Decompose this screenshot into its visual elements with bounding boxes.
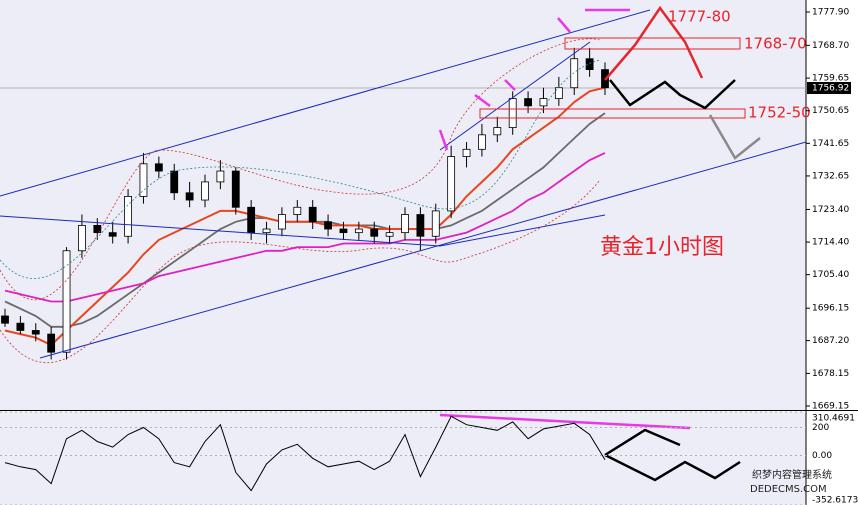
arrow-path (604, 428, 681, 457)
y2-tick-label: 200 (812, 423, 829, 433)
candle-body (370, 228, 379, 237)
candle-body (185, 192, 194, 201)
candle-body (324, 221, 332, 230)
candle-body (416, 214, 425, 237)
arrow-path (557, 17, 571, 33)
candle-body (1, 315, 9, 324)
candle-body (493, 127, 502, 136)
y2-tick-label: -352.6173 (812, 496, 858, 505)
candle-body (554, 87, 563, 99)
candle-body (247, 206, 256, 234)
oscillator-panel (0, 412, 806, 505)
y-tick-label: 1678.15 (812, 369, 849, 379)
channel (0, 9, 807, 359)
price-tag-label: 1756.92 (812, 84, 849, 94)
candle-body (339, 228, 348, 234)
y2-tick-label: 310.4691 (812, 414, 855, 424)
y2-tick-label: 0.00 (812, 451, 832, 461)
candle-body (401, 214, 409, 234)
moving-average (4, 86, 606, 347)
arrow-path (708, 114, 761, 160)
channel-lower (39, 141, 807, 359)
forecast-arrows (438, 5, 761, 482)
annotation: 1777-80 (668, 8, 731, 26)
candle-body (508, 98, 517, 128)
price-layer (0, 47, 806, 360)
y-tick-label: 1723.40 (812, 205, 849, 215)
candle-body (231, 170, 240, 208)
y-tick-label: 1669.15 (812, 402, 849, 412)
price-panel (0, 0, 806, 410)
candle-body (47, 333, 56, 353)
y-tick-label: 1768.70 (812, 41, 849, 51)
y-tick-label: 1714.40 (812, 238, 849, 248)
candle-body (16, 322, 25, 331)
candle-body (570, 58, 579, 89)
trend-line (439, 214, 606, 247)
arrow-path (609, 79, 736, 110)
arrow-path (604, 453, 741, 482)
channel-upper (0, 9, 651, 197)
candle-body (354, 228, 363, 234)
y-tick-label: 1705.40 (812, 270, 849, 280)
arrow-path (438, 129, 449, 151)
candle-body (170, 170, 179, 194)
moving-average (4, 152, 606, 303)
y-tick-label: 1687.20 (812, 336, 849, 346)
candle-body (524, 98, 532, 107)
chart-title: 黄金1小时图 (600, 235, 724, 260)
candle-body (216, 170, 225, 183)
bands (0, 38, 601, 364)
watermark: DEDECMS.COM (750, 484, 827, 495)
candle-body (78, 224, 86, 252)
candle-body (262, 228, 271, 234)
candle-body (31, 330, 40, 335)
zone-box (479, 108, 746, 119)
watermark: 织梦内容管理系统 (752, 468, 832, 481)
oscillator-line (4, 415, 606, 492)
y-tick-label: 1750.65 (812, 106, 849, 116)
y-tick-label: 1696.15 (812, 304, 849, 314)
candle-body (539, 98, 548, 107)
candle-body (201, 181, 209, 201)
candle-body (108, 232, 117, 237)
candle-body (478, 134, 486, 150)
candle-body (431, 210, 440, 237)
band-line (0, 59, 601, 279)
zone-box (564, 37, 741, 50)
arrow-path (439, 413, 691, 430)
arrow-path (604, 5, 704, 81)
candle-body (293, 206, 302, 215)
y-tick-label: 1777.90 (812, 8, 849, 18)
candle-body (124, 196, 132, 237)
annotation: 1768-70 (744, 35, 807, 53)
candle-body (447, 156, 456, 212)
arrow-path (504, 79, 516, 91)
candle-body (385, 232, 394, 237)
y-tick-label: 1759.65 (812, 74, 849, 84)
candle-body (154, 163, 163, 172)
candle-body (585, 58, 594, 71)
candle-body (308, 206, 317, 223)
arrow-path (474, 93, 491, 108)
candle-body (62, 250, 71, 353)
trend-line (0, 215, 441, 247)
y-tick-label: 1732.65 (812, 171, 849, 181)
candle-body (278, 214, 286, 230)
price-tag (807, 82, 851, 95)
candle-body (139, 163, 148, 197)
candle-body (462, 148, 471, 157)
y-tick-label: 1741.65 (812, 139, 849, 149)
channel-inner (439, 41, 591, 151)
band-line (0, 38, 601, 301)
annotation: 1752-50 (748, 104, 811, 122)
